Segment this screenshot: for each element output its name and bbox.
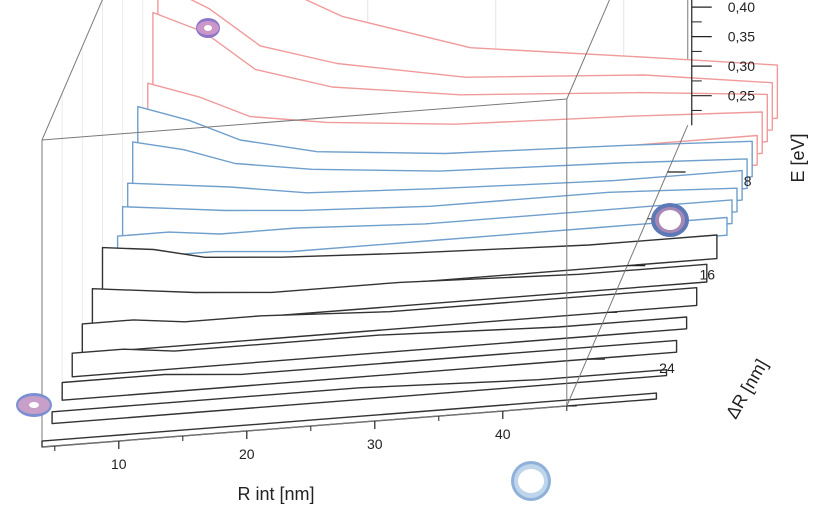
- ring-icon-bottom: [511, 461, 551, 501]
- z-axis-title: E [eV]: [788, 133, 808, 182]
- series-line: [101, 234, 718, 308]
- x-tick-label: 20: [239, 446, 255, 462]
- box-edge: [566, 0, 610, 100]
- z-tick-label: 0,30: [728, 58, 755, 74]
- z-tick-label: 0,35: [728, 29, 755, 45]
- x-axis-title: R int [nm]: [237, 484, 314, 504]
- z-tick-label: 0,25: [728, 88, 755, 104]
- box-edge: [41, 0, 103, 141]
- series-line: [41, 392, 658, 448]
- x-tick-label: 10: [111, 456, 127, 472]
- y-tick-label: 8: [744, 173, 752, 189]
- y-tick-label: 16: [699, 267, 715, 283]
- x-tick-label: 30: [367, 436, 383, 452]
- series-line: [61, 339, 678, 401]
- series-line: [81, 287, 698, 355]
- ring-icon-left: [16, 393, 52, 417]
- box-edge: [41, 98, 567, 141]
- series-line: [71, 316, 688, 378]
- x-tick-label: 40: [495, 426, 511, 442]
- ring-icon-top-left: [196, 18, 220, 38]
- axis-ticks: 10203040816240,700,650,600,550,500,450,4…: [54, 0, 755, 472]
- series-group: [41, 0, 779, 448]
- series-line: [91, 263, 708, 331]
- series-line: [51, 369, 668, 425]
- z-tick-label: 0,40: [728, 0, 755, 15]
- ring-icon-right: [651, 203, 689, 237]
- box-edge: [41, 405, 567, 448]
- y-tick-label: 24: [659, 360, 675, 376]
- y-axis-title: ΔR [nm]: [722, 356, 772, 422]
